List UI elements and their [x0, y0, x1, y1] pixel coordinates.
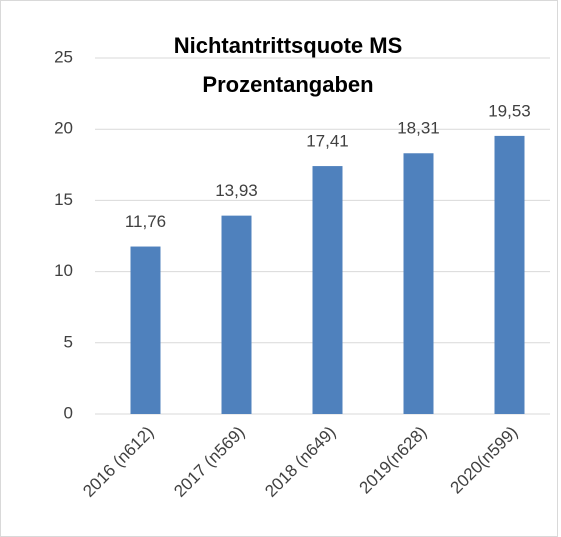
value-label: 18,31	[397, 119, 440, 138]
bar	[494, 135, 525, 414]
y-tick-label: 5	[64, 332, 73, 351]
chart-title: Nichtantrittsquote MS	[174, 33, 403, 58]
value-label: 13,93	[215, 181, 258, 200]
grid	[95, 57, 550, 415]
bar	[221, 215, 252, 414]
value-label: 19,53	[488, 101, 531, 120]
bar	[312, 166, 343, 414]
value-label: 17,41	[306, 132, 349, 151]
y-tick-label: 20	[54, 119, 73, 138]
y-tick-label: 10	[54, 261, 73, 280]
y-tick-label: 0	[64, 403, 73, 422]
chart-subtitle: Prozentangaben	[202, 72, 373, 97]
y-tick-label: 15	[54, 190, 73, 209]
y-tick-label: 25	[54, 47, 73, 66]
bar	[130, 246, 161, 414]
bar	[403, 153, 434, 414]
value-label: 11,76	[125, 212, 166, 231]
